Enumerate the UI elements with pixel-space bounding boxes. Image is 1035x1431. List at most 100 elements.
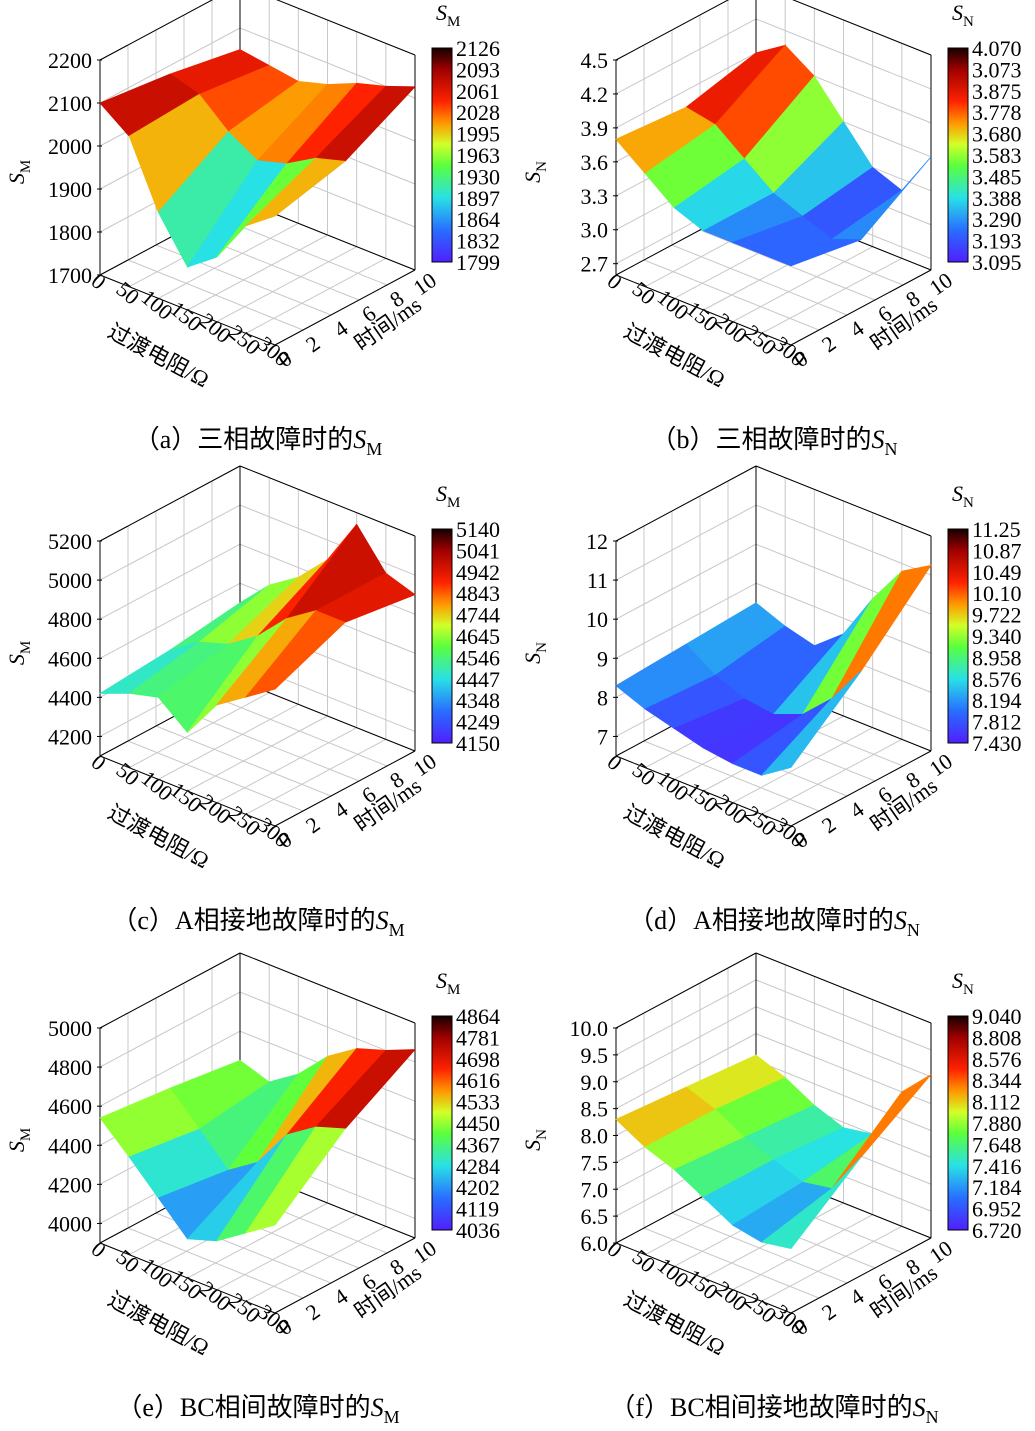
y-axis-label: 时间/ms [865,773,941,837]
axis-line [615,465,757,542]
z-tick-label: 7.0 [581,1177,609,1202]
caption-text: （b）三相故障时的 [650,425,871,454]
z-tick-label: 4800 [48,607,92,632]
z-tick-label: 6.5 [581,1204,609,1229]
axis-line [99,755,276,827]
colorbar-tick-label: 4284 [456,1154,500,1179]
z-tick-label: 4400 [48,685,92,710]
subscript: M [389,920,405,940]
grid-line [216,246,357,323]
colorbar-tick-label: 4781 [456,1025,500,1050]
colorbar-tick-label: 1864 [456,207,500,232]
grid-line [99,991,241,1068]
colorbar-tick-label: 4744 [456,603,500,628]
subscript: N [534,161,550,172]
grid-line [158,222,299,299]
y-tick-label: 4 [845,315,868,342]
z-tick-label: 4800 [48,1055,92,1080]
colorbar-title: SM [436,481,460,511]
colorbar-tick-label: 2126 [456,36,500,61]
z-axis-label: SM [4,641,34,665]
grid-line [732,727,873,804]
axis-line [99,0,214,61]
colorbar [947,1015,969,1231]
y-tick-label: 2 [817,811,840,838]
grid-line [127,259,304,331]
grid-line [643,1227,820,1299]
subscript: M [18,641,34,654]
z-axis-label: SN [520,1129,550,1151]
colorbar-tick-label: 7.430 [972,731,1022,756]
y-tick-label: 2 [301,1298,324,1325]
caption: （d）A相接地故障时的SN [628,906,920,940]
surface-patch [760,238,862,267]
z-tick-label: 8.0 [581,1124,609,1149]
colorbar-tick-label: 4843 [456,581,500,606]
caption: （e）BC相间故障时的SM [116,1393,399,1427]
colorbar-tick-label: 3.778 [972,100,1022,125]
z-tick-label: 4000 [48,1211,92,1236]
colorbar-tick-label: 9.722 [972,603,1022,628]
colorbar-tick-label: 4450 [456,1111,500,1136]
colorbar-tick-label: 8.808 [972,1025,1022,1050]
colorbar [431,1015,453,1231]
axis-line [790,750,932,827]
z-tick-label: 4200 [48,724,92,749]
caption: （f）BC相间接地故障时的SN [609,1393,938,1427]
colorbar-tick-label: 9.340 [972,624,1022,649]
caption-text: （d）A相接地故障时的 [628,906,894,935]
caption: （b）三相故障时的SN [650,425,897,459]
subscript: N [534,1129,550,1140]
grid-line [671,1212,848,1284]
z-tick-label: 3.9 [581,116,609,141]
colorbar-tick-label: 4150 [456,731,500,756]
colorbar-tick-label: 11.25 [972,517,1021,542]
y-tick-label: 2 [817,330,840,357]
symbol: S [952,481,963,506]
symbol: S [952,968,963,993]
colorbar-tick-label: 2093 [456,57,500,82]
grid-line [99,504,241,581]
colorbar [431,47,453,263]
axis-line [755,952,932,1024]
panel: 6.06.57.07.58.08.59.09.510.00 50100150200… [520,952,1022,1427]
colorbar-tick-label: 3.583 [972,143,1022,168]
z-tick-label: 5000 [48,1016,92,1041]
subscript: N [534,642,550,653]
colorbar-tick-label: 4533 [456,1090,500,1115]
caption-text: （e）BC相间故障时的 [116,1393,370,1422]
grid-line [615,979,757,1056]
grid-line [615,1006,757,1083]
axis-line [615,952,757,1029]
colorbar-tick-label: 4119 [456,1197,499,1222]
y-tick-label: 4 [845,796,868,823]
x-axis-label: 过渡电阻/Ω [620,318,729,392]
y-tick-label: 4 [329,796,352,823]
grid-line [761,257,903,334]
colorbar-tick-label: 4616 [456,1068,500,1093]
axis-line [276,0,416,56]
symbol: S [4,1141,29,1152]
axis-line [99,1242,276,1314]
x-tick-label: 0 [87,1236,111,1262]
x-tick-label: 0 [87,749,111,775]
z-tick-label: 2.7 [581,252,609,277]
subscript: N [963,495,974,511]
axis-line [790,1237,932,1314]
symbol: S [952,0,963,25]
z-tick-label: 3.0 [581,218,609,243]
colorbar-tick-label: 6.720 [972,1218,1022,1243]
colorbar-tick-label: 4367 [456,1132,500,1157]
subscript: M [384,1407,400,1427]
colorbar-tick-label: 4546 [456,645,500,670]
colorbar-tick-label: 2028 [456,100,500,125]
grid-line [187,234,328,311]
x-axis-label: 过渡电阻/Ω [104,799,213,873]
symbol: S [520,1140,545,1151]
grid-line [245,1225,387,1302]
caption-text: （c）A相接地故障时的 [111,906,375,935]
colorbar-tick-label: 8.344 [972,1068,1022,1093]
colorbar-tick-label: 4348 [456,688,500,713]
axis-line [790,269,932,346]
